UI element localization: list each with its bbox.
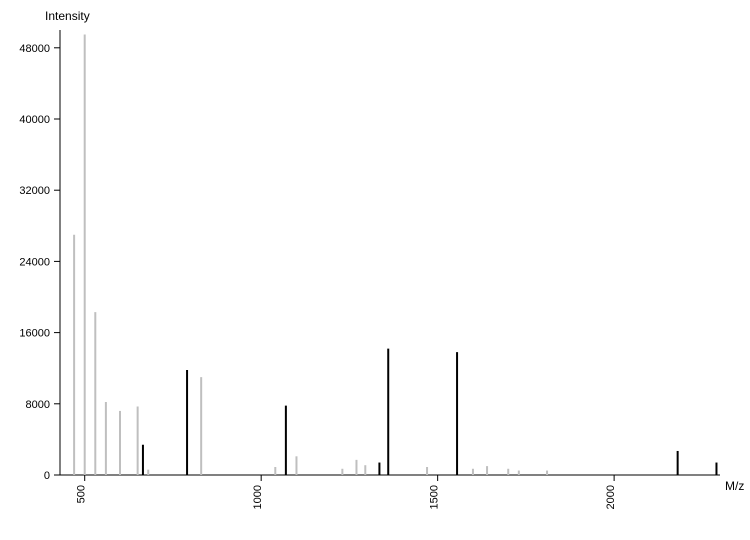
- x-tick-label: 500: [76, 485, 88, 503]
- y-tick-label: 40000: [19, 114, 50, 126]
- x-tick-label: 2000: [605, 485, 617, 509]
- y-tick-label: 8000: [26, 399, 50, 411]
- y-tick-label: 48000: [19, 43, 50, 55]
- y-tick-label: 24000: [19, 256, 50, 268]
- y-tick-label: 0: [44, 470, 50, 482]
- x-axis-title: M/z: [725, 479, 744, 493]
- y-tick-label: 32000: [19, 185, 50, 197]
- x-tick-label: 1000: [252, 485, 264, 509]
- x-tick-label: 1500: [429, 485, 441, 509]
- y-axis-title: Intensity: [45, 9, 90, 23]
- y-tick-label: 16000: [19, 328, 50, 340]
- chart-background: [0, 0, 750, 540]
- mass-spectrum-chart: 0 8000 16000 24000 32000 40000 48000 500 1000 150…: [0, 0, 750, 540]
